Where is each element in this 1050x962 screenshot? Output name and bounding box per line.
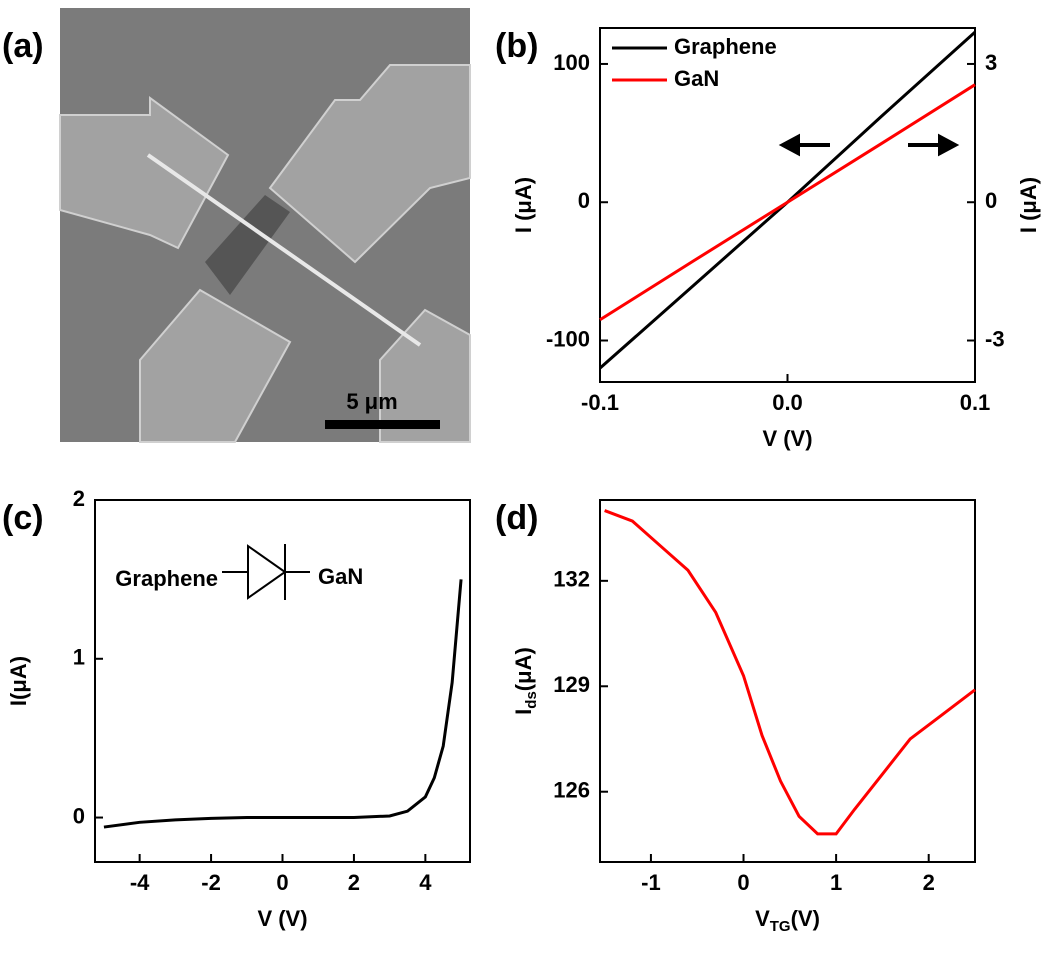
x-axis-label-sub: TG	[770, 918, 791, 935]
diode-triangle	[247, 544, 287, 600]
panel-label: (c)	[2, 499, 44, 537]
y-tick-label: 1	[73, 645, 85, 670]
scale-bar	[325, 420, 440, 429]
pad	[379, 308, 471, 443]
pad	[268, 64, 471, 264]
y2-tick-label: -3	[985, 326, 1005, 351]
x-tick-label: 0	[737, 870, 749, 895]
diagram-label: Graphene	[115, 566, 218, 591]
y-axis-label: I(μA)	[6, 656, 31, 706]
x-tick-label: -1	[641, 870, 661, 895]
x-axis-label: V (V)	[762, 426, 812, 451]
x-tick-label: 1	[830, 870, 842, 895]
x-tick-label: 0	[276, 870, 288, 895]
pad	[139, 288, 292, 443]
x-axis-label-unit: (V)	[791, 906, 820, 931]
x-axis-label: VTG(V)	[755, 906, 820, 935]
legend-label: GaN	[674, 66, 719, 91]
x-axis-label-main: V	[755, 906, 770, 931]
x-axis-label: V (V)	[257, 906, 307, 931]
y-tick-label: 100	[553, 50, 590, 75]
y-tick-label: 0	[578, 188, 590, 213]
arrowhead	[778, 133, 800, 157]
x-tick-label: -0.1	[581, 390, 619, 415]
y-axis-label-unit: (μA)	[511, 647, 536, 691]
panel-label: (d)	[495, 499, 538, 537]
y-tick-label: 0	[73, 803, 85, 828]
y-tick-label: 129	[553, 672, 590, 697]
data-line	[604, 509, 976, 836]
sem-image: 5 μm	[59, 8, 471, 443]
y2-tick-label: 3	[985, 50, 997, 75]
x-tick-label: 0.0	[772, 390, 803, 415]
scale-bar-label: 5 μm	[346, 389, 397, 414]
panel-label: (b)	[495, 27, 538, 65]
y-axis-label-main: I	[511, 709, 536, 715]
y-tick-label: 126	[553, 778, 590, 803]
arrowhead	[938, 133, 960, 157]
x-tick-label: -4	[130, 870, 150, 895]
diode-symbol	[222, 544, 310, 600]
x-tick-label: 2	[923, 870, 935, 895]
legend-label: Graphene	[674, 34, 777, 59]
pad	[59, 96, 230, 250]
nanowire	[146, 153, 422, 347]
x-tick-label: 2	[348, 870, 360, 895]
y2-tick-label: 0	[985, 188, 997, 213]
diagram-label: GaN	[318, 564, 363, 589]
plot-frame	[599, 499, 976, 863]
data-line	[599, 31, 977, 370]
y-tick-label: 2	[73, 486, 85, 511]
y-tick-label: 132	[553, 567, 590, 592]
panel-label: (a)	[2, 27, 44, 65]
y-axis-label-sub: ds	[523, 691, 540, 709]
graphene-strip	[205, 195, 290, 295]
y-tick-label: -100	[546, 326, 590, 351]
x-tick-label: 4	[419, 870, 432, 895]
y2-axis-label: I (μA)	[1016, 177, 1041, 233]
x-tick-label: 0.1	[960, 390, 991, 415]
data-line	[599, 83, 976, 322]
y-axis-label: Ids(μA)	[511, 647, 540, 715]
axis-arrows	[778, 133, 960, 157]
x-tick-label: -2	[201, 870, 221, 895]
data-line	[103, 579, 463, 829]
y-axis-label: I (μA)	[511, 177, 536, 233]
